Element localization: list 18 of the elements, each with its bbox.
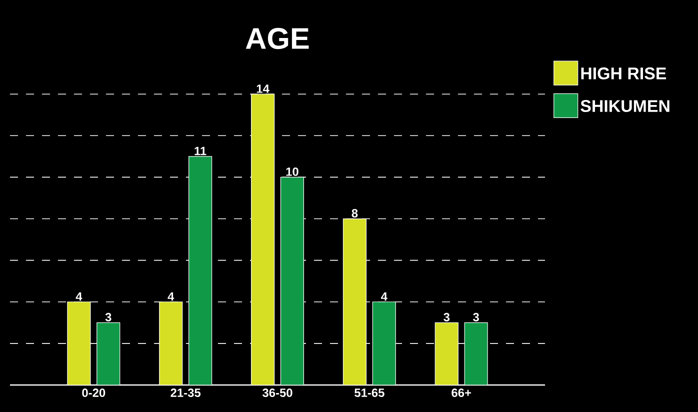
data-label: 14 xyxy=(256,84,270,93)
data-label: 4 xyxy=(381,292,388,301)
data-label: 10 xyxy=(286,167,298,176)
legend-label: HIGH RISE xyxy=(581,67,666,80)
x-tick-label: 0-20 xyxy=(82,388,106,397)
data-label: 3 xyxy=(444,312,450,322)
x-tick-label: 36-50 xyxy=(262,388,292,398)
x-tick-label: 66+ xyxy=(452,388,472,397)
data-label: 8 xyxy=(352,209,358,218)
x-tick-label: 51-65 xyxy=(354,388,384,397)
data-label: 11 xyxy=(194,146,206,156)
x-tick-label: 21-35 xyxy=(170,388,201,398)
data-label: 4 xyxy=(168,292,174,301)
chart-title: AGE xyxy=(246,28,309,50)
data-label: 3 xyxy=(473,312,479,322)
data-label: 3 xyxy=(105,312,112,322)
legend-label: SHIKUMEN xyxy=(580,100,670,112)
data-label: 4 xyxy=(76,292,82,301)
